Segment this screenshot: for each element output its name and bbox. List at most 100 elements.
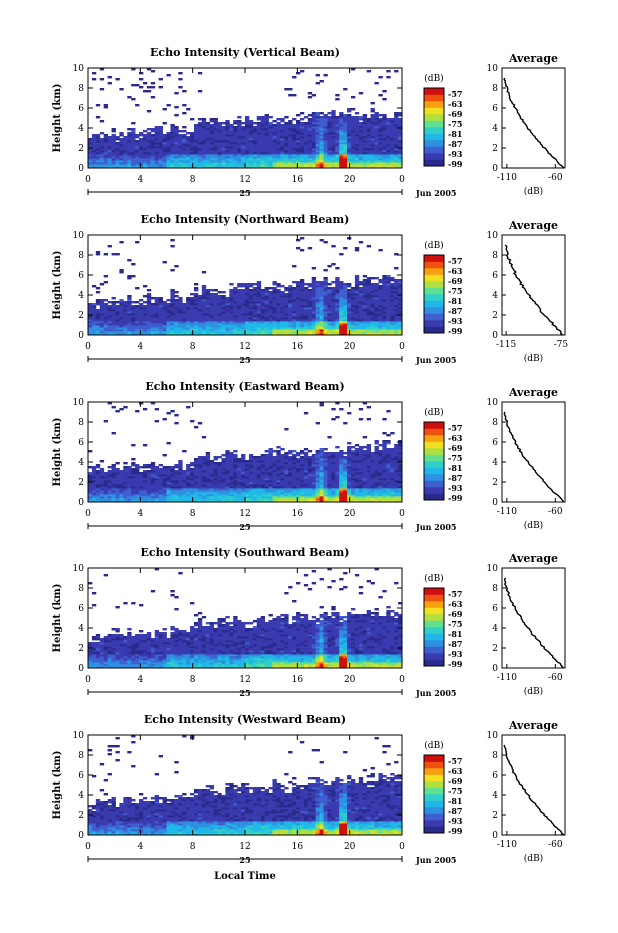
heatmap-cell <box>304 122 308 124</box>
heatmap-cell <box>386 76 390 78</box>
heatmap-cell <box>218 295 222 297</box>
heatmap-cell <box>135 134 139 136</box>
heatmap-cell <box>272 287 276 289</box>
heatmap-cell <box>112 432 116 434</box>
heatmap-cell <box>100 132 104 134</box>
heatmap-cell <box>182 303 186 305</box>
heatmap-cell <box>371 283 375 285</box>
average-title: Average <box>508 52 558 65</box>
heatmap-cell <box>147 132 151 134</box>
heatmap-cell <box>241 122 245 124</box>
heatmap-cell <box>202 456 206 458</box>
heatmap-cell <box>371 108 375 110</box>
heatmap-cell <box>159 78 163 80</box>
heatmap-cell <box>225 450 229 452</box>
heatmap-cell <box>331 287 335 289</box>
heatmap-cell <box>143 134 147 136</box>
colorbar: (dB)-57-63-69-75-81-87-93-99 <box>424 73 463 169</box>
heatmap-cell <box>237 283 241 285</box>
heatmap-cell <box>280 285 284 287</box>
heatmap-cell <box>221 126 225 128</box>
average-frame <box>502 68 565 168</box>
heatmap-cell <box>186 132 190 134</box>
heatmap-cell <box>123 462 127 464</box>
heatmap-cell <box>312 94 316 96</box>
date-label: Jun 2005 <box>415 188 456 198</box>
y-tick-label: 10 <box>73 231 85 241</box>
colorbar-tick-label: -63 <box>448 99 463 109</box>
heatmap-cell <box>123 406 127 408</box>
heatmap-cell <box>104 104 108 106</box>
heatmap-cell <box>272 120 276 122</box>
heatmap-cell <box>296 120 300 122</box>
heatmap-cell <box>375 283 379 285</box>
heatmap-cell <box>190 132 194 134</box>
heatmap-cell <box>115 136 119 138</box>
x-tick-label: 20 <box>344 342 356 352</box>
heatmap-cell <box>119 88 123 90</box>
heatmap-cell <box>155 126 159 128</box>
heatmap-cell <box>96 134 100 136</box>
y-tick-label: 0 <box>78 164 84 174</box>
heatmap-cell <box>308 247 312 249</box>
heatmap-cell <box>304 116 308 118</box>
heatmap-cell <box>324 241 328 243</box>
heatmap-cell <box>167 303 171 305</box>
heatmap-cell <box>316 74 320 76</box>
heatmap-cell <box>170 239 174 241</box>
heatmap-cell <box>265 450 269 452</box>
heatmap-cell <box>167 299 171 301</box>
heatmap-cell <box>155 466 159 468</box>
heatmap-cell <box>233 454 237 456</box>
heatmap-cell <box>237 120 241 122</box>
colorbar-swatch <box>424 307 444 314</box>
heatmap-cell <box>331 110 335 112</box>
heatmap-cell <box>202 285 206 287</box>
heatmap-cell <box>178 72 182 74</box>
heatmap-cell <box>108 470 112 472</box>
heatmap-cell <box>96 116 100 118</box>
colorbar-tick-label: -75 <box>448 286 462 296</box>
colorbar-swatch <box>424 294 444 301</box>
heatmap-cell <box>210 124 214 126</box>
heatmap-cell <box>327 112 331 114</box>
colorbar-swatch <box>424 327 444 334</box>
y-tick-label: 8 <box>78 251 84 261</box>
colorbar-unit: (dB) <box>424 73 443 84</box>
x-tick-label: 12 <box>239 342 250 352</box>
heatmap-cell <box>382 275 386 277</box>
heatmap-cell <box>221 122 225 124</box>
heatmap-cell <box>163 134 167 136</box>
colorbar-swatch <box>424 301 444 308</box>
heatmap-cell <box>194 426 198 428</box>
y-tick-label: 4 <box>78 291 84 301</box>
heatmap-cell <box>143 301 147 303</box>
heatmap-cell <box>386 275 390 277</box>
y-axis-label: Height (km) <box>52 84 63 153</box>
heatmap-cell <box>88 450 92 452</box>
heatmap-cell <box>115 142 119 144</box>
heatmap-cell <box>214 293 218 295</box>
heatmap-cell <box>351 116 355 118</box>
heatmap-cell <box>390 283 394 285</box>
heatmap-cell <box>331 281 335 283</box>
heatmap-cell <box>143 444 147 446</box>
heatmap-cell <box>131 462 135 464</box>
heatmap-cell <box>182 470 186 472</box>
heatmap-cell <box>96 470 100 472</box>
heatmap-cell <box>104 299 108 301</box>
heatmap-cell <box>324 277 328 279</box>
heatmap-cell <box>300 279 304 281</box>
heatmap-cell <box>131 301 135 303</box>
heatmap-cell <box>265 454 269 456</box>
heatmap-cell <box>163 454 167 456</box>
heatmap-cell <box>288 285 292 287</box>
heatmap-cell <box>108 301 112 303</box>
heatmap-cell <box>320 239 324 241</box>
heatmap-cell <box>324 114 328 116</box>
heatmap-cell <box>88 138 92 140</box>
heatmap-cell <box>221 295 225 297</box>
heatmap-cell <box>386 70 390 72</box>
heatmap-cell <box>253 456 257 458</box>
